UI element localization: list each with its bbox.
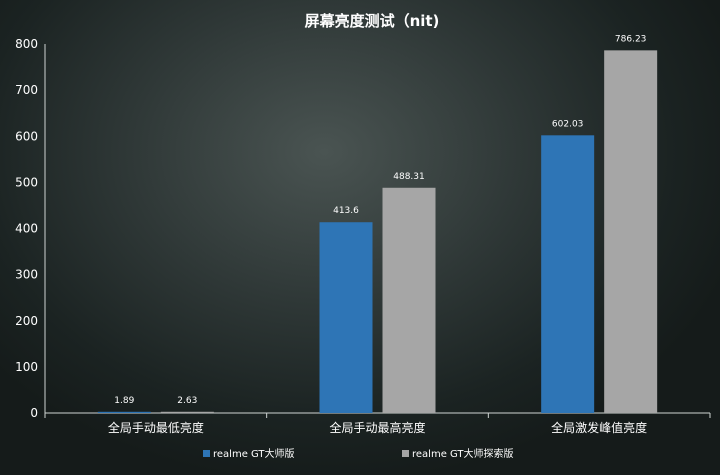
bar-gt-master xyxy=(319,222,373,413)
bar-gt-explorer xyxy=(160,411,214,413)
bar-gt-explorer xyxy=(382,187,436,413)
category-label: 全局手动最低亮度 xyxy=(108,420,204,435)
y-axis-ticks: 0 100 200 300 400 500 600 700 800 xyxy=(15,37,38,420)
data-labels: 1.89 2.63 413.6 488.31 602.03 786.23 xyxy=(114,34,646,405)
bars xyxy=(97,50,658,414)
y-tick-label: 600 xyxy=(15,129,38,143)
y-tick-label: 800 xyxy=(15,37,38,51)
bar-gt-master xyxy=(541,135,595,413)
y-tick-label: 300 xyxy=(15,268,38,282)
category-label: 全局手动最高亮度 xyxy=(329,420,425,435)
data-label: 602.03 xyxy=(552,119,584,129)
y-tick-label: 200 xyxy=(15,314,38,328)
bar-gt-explorer xyxy=(604,50,658,414)
y-tick-label: 100 xyxy=(15,360,38,374)
category-label: 全局激发峰值亮度 xyxy=(551,420,647,435)
y-tick-label: 400 xyxy=(15,222,38,236)
legend-label: realme GT大师探索版 xyxy=(412,447,514,460)
legend: realme GT大师版 realme GT大师探索版 xyxy=(203,447,514,460)
legend-label: realme GT大师版 xyxy=(213,447,295,460)
data-label: 786.23 xyxy=(615,34,647,44)
bar-gt-master xyxy=(97,411,151,413)
data-label: 2.63 xyxy=(177,396,197,406)
legend-swatch xyxy=(402,450,409,457)
category-labels: 全局手动最低亮度 全局手动最高亮度 全局激发峰值亮度 xyxy=(108,420,647,435)
data-label: 488.31 xyxy=(393,172,425,182)
data-label: 1.89 xyxy=(114,396,134,406)
y-tick-label: 0 xyxy=(30,406,38,420)
data-label: 413.6 xyxy=(333,206,359,216)
chart-title: 屏幕亮度测试（nit) xyxy=(305,12,440,30)
legend-swatch xyxy=(203,450,210,457)
y-tick-label: 500 xyxy=(15,175,38,189)
y-tick-label: 700 xyxy=(15,83,38,97)
axes xyxy=(44,44,711,418)
